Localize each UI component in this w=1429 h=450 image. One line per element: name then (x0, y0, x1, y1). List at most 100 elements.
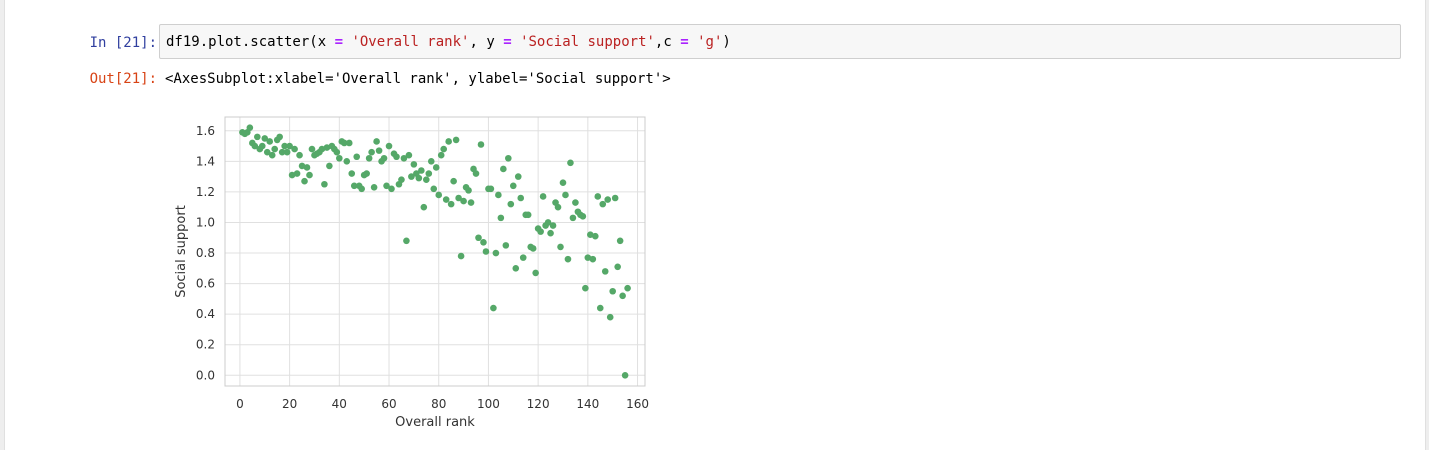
scatter-point (393, 153, 400, 161)
scatter-point (281, 142, 288, 150)
x-tick-label: 40 (332, 397, 347, 411)
scatter-point (296, 151, 303, 159)
scatter-point (271, 145, 279, 153)
scatter-point (423, 176, 430, 183)
y-tick-label: 0.6 (196, 277, 215, 291)
code-operator: = (334, 34, 344, 50)
scatter-point (457, 252, 465, 260)
scatter-point (333, 148, 341, 156)
scatter-point (373, 138, 380, 145)
scatter-point (340, 139, 348, 147)
scatter-point (286, 142, 293, 150)
scatter-point (410, 161, 418, 168)
scatter-point (475, 234, 482, 242)
scatter-point (554, 203, 562, 211)
scatter-point (380, 154, 388, 162)
scatter-point (512, 265, 520, 272)
scatter-point (345, 139, 353, 147)
y-tick-label: 0.0 (196, 368, 215, 382)
scatter-point (283, 148, 291, 156)
x-tick-label: 80 (431, 397, 446, 411)
code-line[interactable]: df19.plot.scatter(x = 'Overall rank', y … (166, 34, 731, 51)
scatter-point (455, 194, 462, 202)
scatter-point (487, 185, 495, 193)
scatter-point (549, 222, 557, 229)
scatter-point (564, 255, 572, 263)
scatter-point (398, 176, 405, 183)
output-prompt: Out[21]: (89, 71, 157, 87)
scatter-point (624, 284, 631, 292)
scatter-point (562, 191, 569, 199)
y-tick-label: 0.8 (196, 246, 215, 260)
x-axis-label: Overall rank (395, 415, 475, 430)
scatter-point (261, 135, 269, 142)
scatter-point (589, 255, 597, 263)
code-cell-input[interactable]: df19.plot.scatter(x = 'Overall rank', y … (159, 24, 1401, 59)
scatter-point (460, 197, 467, 205)
code-token: ,c (654, 34, 681, 50)
scatter-point (430, 185, 438, 193)
scatter-point (606, 313, 614, 321)
scatter-point (532, 269, 539, 277)
grid-lines (225, 117, 645, 386)
scatter-point (524, 211, 532, 219)
scatter-point (388, 185, 395, 193)
scatter-point (440, 145, 447, 153)
x-tick-label: 0 (236, 397, 244, 411)
scatter-point (502, 242, 510, 249)
scatter-point (547, 229, 554, 237)
scatter-point (609, 287, 616, 295)
scatter-point (400, 154, 408, 162)
scatter-point (472, 170, 480, 177)
output-repr-text: <AxesSubplot:xlabel='Overall rank', ylab… (165, 71, 671, 87)
scatter-point (408, 173, 415, 180)
scatter-point (306, 171, 313, 179)
scatter-point (500, 165, 507, 173)
scatter-point (596, 304, 604, 312)
scatter-point (298, 162, 306, 170)
code-operator: = (680, 34, 689, 50)
scatter-point (601, 268, 609, 275)
scatter-point (569, 214, 577, 222)
x-tick-label: 60 (381, 397, 396, 411)
scatter-point (375, 147, 383, 154)
y-tick-label: 1.6 (196, 124, 215, 138)
scatter-point (572, 199, 579, 206)
scatter-point (584, 254, 592, 261)
x-tick-label: 20 (282, 397, 297, 411)
scatter-point (594, 193, 602, 200)
scatter-point (442, 196, 450, 203)
scatter-point (293, 170, 301, 177)
scatter-point (350, 182, 358, 190)
scatter-point (557, 243, 564, 251)
scatter-point (301, 177, 308, 185)
scatter-point (445, 138, 452, 145)
scatter-point (539, 193, 547, 200)
scatter-point (353, 153, 361, 161)
code-string: 'g' (697, 34, 723, 50)
scatter-point (579, 213, 587, 220)
y-tick-label: 1.2 (196, 185, 215, 199)
scatter-point (467, 199, 475, 206)
code-string: 'Overall rank' (351, 34, 470, 50)
scatter-point (268, 151, 276, 159)
scatter-point (370, 184, 378, 191)
y-tick-label: 1.4 (196, 154, 215, 168)
scatter-point (437, 151, 445, 159)
scatter-point (323, 144, 331, 151)
scatter-point (318, 145, 326, 153)
scatter-point (537, 228, 544, 235)
scatter-point (505, 154, 512, 162)
data-points (239, 124, 631, 379)
code-token: ) (722, 34, 731, 50)
scatter-point (482, 248, 490, 255)
scatter-point (254, 133, 261, 141)
scatter-point (403, 237, 410, 245)
scatter-point (616, 237, 624, 245)
y-tick-label: 1.0 (196, 215, 215, 229)
scatter-point (567, 159, 574, 167)
scatter-point (582, 284, 589, 292)
scatter-point (497, 214, 505, 222)
scatter-point (599, 200, 607, 208)
scatter-point (266, 138, 274, 145)
